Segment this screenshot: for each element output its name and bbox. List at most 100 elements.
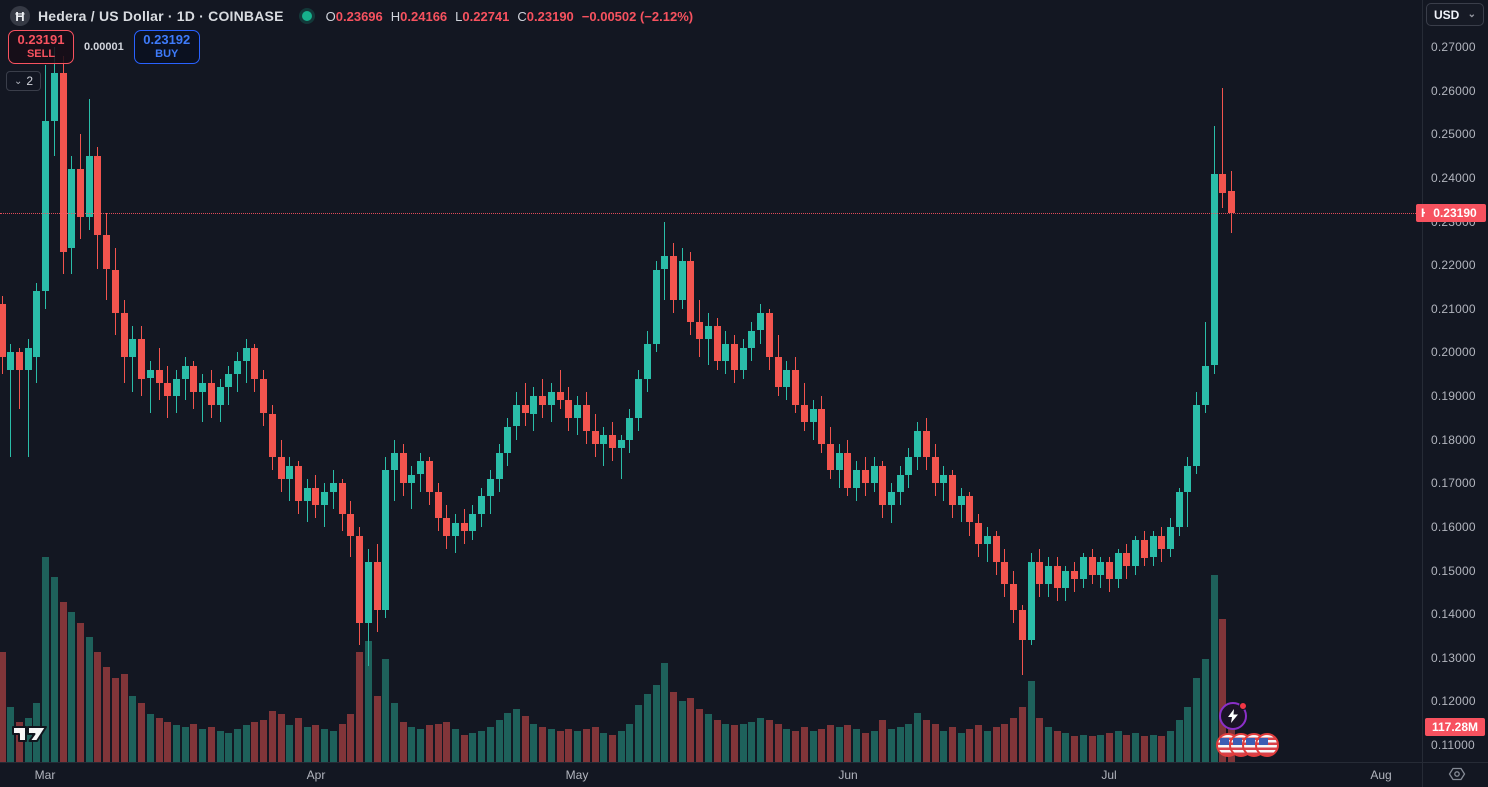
candle-body: [992, 535, 1000, 562]
candle-body: [713, 326, 721, 362]
candle-body: [103, 234, 111, 270]
volume-bar: [286, 725, 294, 762]
volume-bar: [765, 719, 773, 762]
candle-body: [460, 522, 468, 532]
ohlc-low: L0.22741: [455, 8, 510, 24]
candle-body: [1036, 561, 1044, 584]
candle-body: [547, 391, 555, 405]
candle-body: [922, 430, 930, 458]
volume-bar: [800, 727, 808, 762]
candle-body: [417, 461, 425, 475]
candle-body: [260, 378, 268, 414]
market-status-icon[interactable]: [301, 11, 312, 21]
candle-body: [844, 452, 852, 488]
volume-bar: [1062, 732, 1070, 762]
candle-body: [853, 470, 861, 488]
candle-body: [565, 400, 573, 418]
candle-body: [600, 435, 608, 444]
candle-body: [582, 404, 590, 431]
price-tick: 0.27000: [1431, 40, 1476, 54]
candle-body: [1193, 404, 1201, 466]
candle-body: [896, 474, 904, 492]
coins-widget[interactable]: [1216, 733, 1279, 757]
volume-bar: [260, 719, 268, 762]
volume-bar: [1053, 730, 1061, 762]
volume-bar: [1001, 723, 1009, 762]
candle-body: [887, 492, 895, 506]
candle-body: [504, 426, 512, 453]
candle-body: [478, 496, 486, 514]
volume-bar: [818, 729, 826, 762]
candle-body: [1123, 553, 1131, 567]
candle-body: [0, 304, 6, 357]
volume-bar: [434, 723, 442, 762]
candle-body: [1201, 365, 1209, 405]
candle-body: [748, 330, 756, 348]
volume-bar: [870, 730, 878, 762]
candle-wick: [1222, 88, 1224, 209]
volume-bar: [277, 714, 285, 762]
price-axis[interactable]: 0.270000.260000.250000.240000.230000.220…: [1422, 0, 1488, 762]
volume-bar: [739, 723, 747, 762]
candle-body: [940, 474, 948, 484]
price-tick: 0.12000: [1431, 694, 1476, 709]
candle-body: [704, 326, 712, 340]
volume-bar: [478, 730, 486, 762]
candle-body: [1184, 465, 1192, 492]
volume-bar: [861, 732, 869, 762]
candle-body: [190, 365, 198, 392]
candle-body: [696, 321, 704, 340]
legend-collapse-button[interactable]: ⌄ 2: [6, 71, 42, 91]
volume-bar: [940, 730, 948, 762]
volume-bar: [42, 556, 50, 762]
candle-body: [1114, 553, 1122, 580]
time-tick: Mar: [34, 768, 56, 782]
buy-button[interactable]: 0.23192 BUY: [133, 30, 200, 64]
candle-wick: [306, 478, 308, 523]
candle-wick: [943, 465, 945, 501]
candle-body: [652, 269, 660, 344]
candle-body: [68, 169, 76, 248]
candle-body: [521, 404, 529, 414]
candle-body: [486, 478, 494, 497]
volume-bar: [957, 732, 965, 762]
volume-bar: [1027, 681, 1035, 762]
volume-bar: [77, 622, 84, 762]
candle-wick: [986, 526, 988, 562]
currency-dropdown[interactable]: USD ⌄: [1426, 3, 1484, 26]
volume-value-tag: 117.28M: [1425, 718, 1485, 736]
chart-settings-icon[interactable]: [1448, 765, 1466, 783]
candle-body: [59, 73, 67, 253]
volume-bar: [896, 727, 904, 762]
tradingview-logo[interactable]: [10, 721, 50, 747]
candle-body: [1044, 566, 1052, 584]
candle-body: [975, 522, 983, 545]
volume-bar: [731, 725, 738, 762]
candle-body: [783, 369, 791, 388]
symbol-title[interactable]: Hedera / US Dollar · 1D · COINBASE: [38, 8, 284, 24]
time-axis[interactable]: Mar Apr May Jun Jul Aug: [0, 762, 1488, 787]
chevron-down-icon: ⌄: [14, 75, 23, 87]
chart-plot-area[interactable]: [0, 0, 1422, 762]
volume-bar: [530, 723, 538, 762]
ohlc-high: H0.24166: [390, 8, 448, 24]
candle-wick: [1187, 457, 1189, 527]
volume-bar: [321, 729, 329, 762]
volume-bar: [844, 725, 852, 762]
candle-body: [155, 369, 163, 383]
price-tick: 0.11000: [1431, 738, 1475, 752]
volume-bar: [1079, 734, 1087, 762]
candle-body: [1149, 535, 1157, 558]
candle-wick: [245, 339, 247, 383]
candle-body: [1027, 561, 1035, 641]
boost-button[interactable]: [1219, 702, 1247, 730]
candle-body: [469, 513, 477, 532]
volume-bar: [600, 732, 608, 762]
volume-bar: [1158, 736, 1166, 762]
candle-body: [451, 522, 459, 536]
candle-body: [129, 339, 137, 357]
candle-body: [233, 361, 241, 375]
sell-button[interactable]: 0.23191 SELL: [8, 30, 74, 64]
volume-bar: [975, 725, 983, 762]
price-tick: 0.20000: [1431, 345, 1476, 360]
